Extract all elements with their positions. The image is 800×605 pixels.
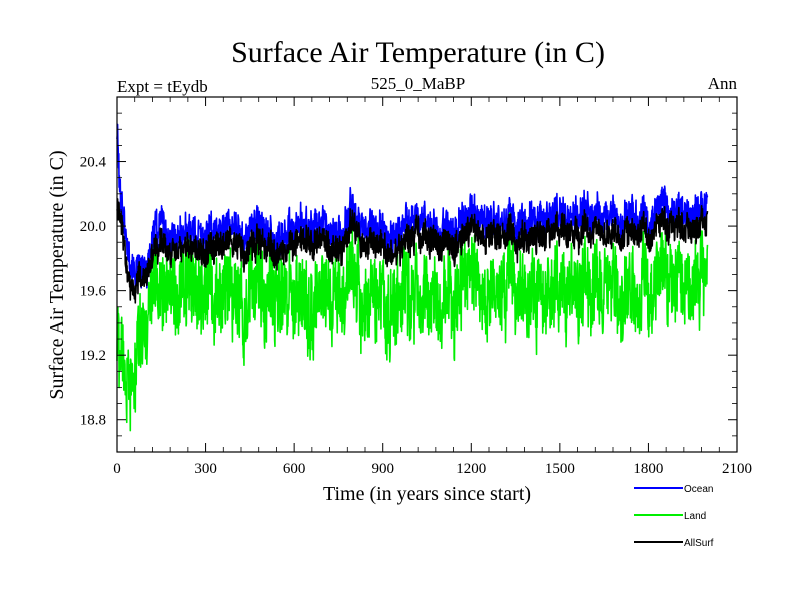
x-axis-label: Time (in years since start): [323, 483, 531, 505]
legend: Ocean Land AllSurf: [634, 484, 714, 549]
legend-label-allsurf: AllSurf: [684, 538, 714, 549]
series-line-allsurf: [116, 198, 709, 304]
x-tick-label: 2100: [722, 461, 752, 477]
y-tick-label: 20.0: [80, 219, 106, 235]
legend-label-ocean: Ocean: [684, 484, 713, 495]
y-tick-label: 19.6: [80, 284, 107, 300]
series-layer: [116, 123, 709, 432]
experiment-label: Expt = tEydb: [117, 77, 208, 96]
axes-layer: 0 300 600 900 1200 1500 1800 2100 18.8 19.2 19.6 20…: [80, 96, 752, 477]
y-tick-label: 18.8: [80, 413, 106, 429]
y-axis-label: Surface Air Temperature (in C): [46, 150, 68, 399]
legend-label-land: Land: [684, 511, 706, 522]
x-tick-label: 1800: [633, 461, 663, 477]
x-tick-label: 600: [283, 461, 306, 477]
series-line-ocean: [116, 123, 709, 290]
series-line-land: [116, 212, 709, 432]
x-tick-label: 1200: [456, 461, 486, 477]
x-tick-label: 1500: [545, 461, 575, 477]
x-tick-label: 0: [113, 461, 121, 477]
y-tick-label: 20.4: [80, 155, 107, 171]
chart-title: Surface Air Temperature (in C): [231, 36, 605, 69]
chart-subtitle: 525_0_MaBP: [371, 74, 465, 93]
x-tick-label: 300: [194, 461, 217, 477]
season-label: Ann: [708, 74, 738, 93]
x-tick-label: 900: [371, 461, 394, 477]
y-tick-label: 19.2: [80, 348, 106, 364]
